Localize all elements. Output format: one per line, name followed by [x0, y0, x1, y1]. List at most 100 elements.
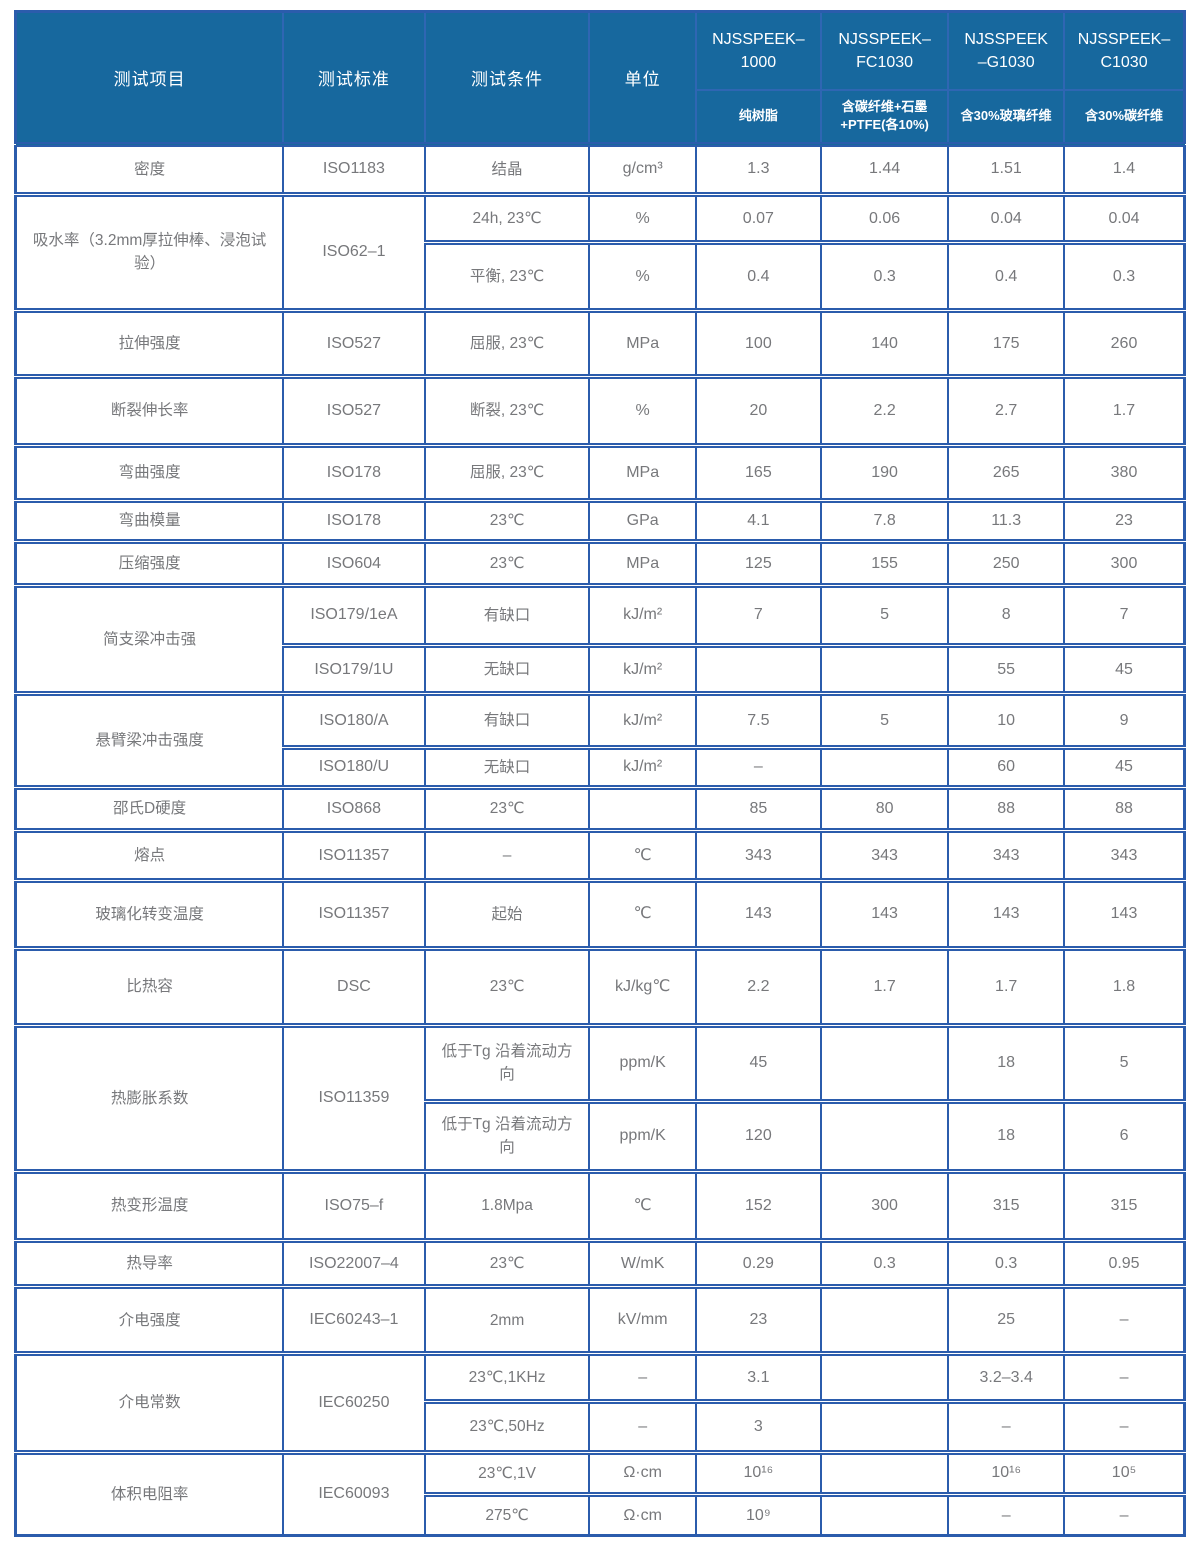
standard-cell: ISO75–f	[282, 1168, 426, 1242]
value-cell: 300	[819, 1168, 950, 1242]
header-condition: 测试条件	[423, 10, 591, 146]
value-cell	[819, 642, 950, 695]
item-cell: 拉伸强度	[14, 308, 285, 378]
value-cell: 0.07	[694, 191, 822, 244]
header-desc-1: 纯树脂	[694, 88, 822, 146]
standard-cell: IEC60250	[282, 1351, 426, 1454]
standard-cell: ISO179/1eA	[282, 582, 426, 647]
unit-cell: %	[588, 240, 697, 312]
value-cell: –	[1063, 1399, 1186, 1454]
condition-cell: 23℃	[423, 945, 591, 1027]
value-cell: 10⁹	[694, 1492, 822, 1537]
condition-cell: 低于Tg 沿着流动方向	[423, 1022, 591, 1103]
table-row: 密度 ISO1183 结晶 g/cm³ 1.3 1.44 1.51 1.4	[14, 142, 1186, 196]
table-row: 弯曲强度 ISO178 屈服, 23℃ MPa 165 190 265 380	[14, 443, 1186, 502]
item-cell: 断裂伸长率	[14, 374, 285, 447]
value-cell: 60	[947, 745, 1066, 789]
value-cell: 1.4	[1063, 142, 1186, 196]
condition-cell: 有缺口	[423, 691, 591, 749]
value-cell: 11.3	[947, 497, 1066, 543]
table-row: 热膨胀系数 ISO11359 低于Tg 沿着流动方向 ppm/K 45 18 5	[14, 1022, 1186, 1173]
table-row: 熔点 ISO11357– ℃ 343 343 343 343	[14, 828, 1186, 882]
value-cell: 380	[1063, 443, 1186, 502]
item-cell: 吸水率（3.2mm厚拉伸棒、浸泡试验）	[14, 191, 285, 312]
condition-cell: 屈服, 23℃	[423, 308, 591, 378]
value-cell: 6	[1063, 1098, 1186, 1173]
header-model-1: NJSSPEEK–1000	[694, 10, 822, 91]
unit-cell: kJ/kg℃	[588, 945, 697, 1027]
standard-cell: ISO527	[282, 374, 426, 447]
unit-cell: MPa	[588, 539, 697, 587]
condition-cell: 无缺口	[423, 642, 591, 695]
table-body: 密度 ISO1183 结晶 g/cm³ 1.3 1.44 1.51 1.4 吸水率（3.2mm厚…	[14, 142, 1186, 1537]
unit-cell: kJ/m²	[588, 642, 697, 695]
value-cell: 155	[819, 539, 950, 587]
unit-cell: kJ/m²	[588, 745, 697, 789]
value-cell: 3	[694, 1399, 822, 1454]
unit-cell: W/mK	[588, 1237, 697, 1288]
value-cell: 175	[947, 308, 1066, 378]
item-cell: 体积电阻率	[14, 1449, 285, 1537]
unit-cell: Ω·cm	[588, 1492, 697, 1537]
standard-cell: IEC60093	[282, 1449, 426, 1537]
value-cell: 143	[1063, 877, 1186, 950]
value-cell: 1.51	[947, 142, 1066, 196]
value-cell: 0.3	[819, 240, 950, 312]
standard-cell: ISO180/A	[282, 691, 426, 749]
value-cell: 20	[694, 374, 822, 447]
value-cell: 190	[819, 443, 950, 502]
value-cell: 9	[1063, 691, 1186, 749]
value-cell: 0.04	[1063, 191, 1186, 244]
value-cell: 23	[694, 1284, 822, 1355]
table-row: 体积电阻率 IEC60093 23℃,1V Ω·cm 10¹⁶ 10¹⁶ 10⁵	[14, 1449, 1186, 1537]
condition-cell: 23℃,1KHz	[423, 1351, 591, 1403]
value-cell: 343	[947, 828, 1066, 882]
value-cell: 0.4	[694, 240, 822, 312]
table-row: 热导率 ISO22007–4 23℃ W/mK 0.29 0.3 0.3 0.95	[14, 1237, 1186, 1288]
condition-cell: 23℃	[423, 539, 591, 587]
value-cell	[819, 745, 950, 789]
value-cell	[819, 1492, 950, 1537]
value-cell: 300	[1063, 539, 1186, 587]
value-cell: –	[947, 1492, 1066, 1537]
unit-cell: %	[588, 191, 697, 244]
value-cell	[694, 642, 822, 695]
table-row: 介电强度 IEC60243–1 2mm kV/mm 23 25–	[14, 1284, 1186, 1355]
value-cell: 260	[1063, 308, 1186, 378]
value-cell	[819, 1022, 950, 1103]
standard-cell: ISO11359	[282, 1022, 426, 1173]
table-row: ISO179/1U 无缺口 kJ/m² 55 45	[16, 642, 1186, 695]
value-cell: 45	[1063, 745, 1186, 789]
unit-cell: ppm/K	[588, 1098, 697, 1173]
value-cell: –	[694, 745, 822, 789]
unit-cell: ℃	[588, 1168, 697, 1242]
value-cell: 88	[947, 784, 1066, 832]
value-cell: 0.4	[947, 240, 1066, 312]
value-cell: 25	[947, 1284, 1066, 1355]
item-cell: 弯曲模量	[14, 497, 285, 543]
standard-cell: ISO868	[282, 784, 426, 832]
value-cell: 45	[694, 1022, 822, 1103]
unit-cell: –	[588, 1351, 697, 1403]
table-row: 23℃,50Hz –3– –	[16, 1399, 1186, 1454]
value-cell: 3.2–3.4	[947, 1351, 1066, 1403]
value-cell: 3.1	[694, 1351, 822, 1403]
condition-cell: 275℃	[423, 1492, 591, 1537]
table-row: ISO180/U 无缺口 kJ/m² – 60 45	[16, 745, 1186, 789]
unit-cell: kJ/m²	[588, 691, 697, 749]
item-cell: 介电常数	[14, 1351, 285, 1454]
condition-cell: 起始	[423, 877, 591, 950]
value-cell	[819, 1098, 950, 1173]
value-cell: 2.2	[694, 945, 822, 1027]
value-cell: 100	[694, 308, 822, 378]
item-cell: 介电强度	[14, 1284, 285, 1355]
condition-cell: 23℃,50Hz	[423, 1399, 591, 1454]
value-cell: 0.3	[819, 1237, 950, 1288]
value-cell: 4.1	[694, 497, 822, 543]
condition-cell: 23℃	[423, 497, 591, 543]
value-cell	[819, 1449, 950, 1496]
value-cell: 315	[1063, 1168, 1186, 1242]
value-cell: 165	[694, 443, 822, 502]
standard-cell: ISO22007–4	[282, 1237, 426, 1288]
